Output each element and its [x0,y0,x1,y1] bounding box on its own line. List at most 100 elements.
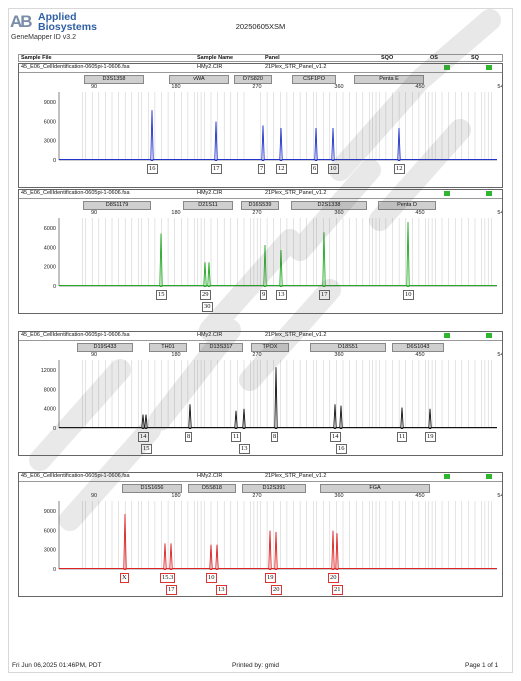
peak-marker [322,285,326,287]
marker-bin[interactable]: Penta E [354,75,424,84]
panel-name: 21Plex_STR_Panel_v1.2 [265,190,327,196]
marker-bin[interactable]: D2S1338 [291,201,367,210]
peak-marker [335,568,339,570]
y-tick-label: 9000 [44,509,56,515]
marker-bin[interactable]: TH01 [149,343,187,352]
marker-bin[interactable]: D19S433 [77,343,133,352]
sample-file-name[interactable]: 45_E06_CellIdentification-0605pi-1-0606.… [21,64,130,70]
x-tick-label: 270 [252,493,261,499]
marker-bin[interactable]: D13S317 [199,343,243,352]
x-tick-label: 540 [497,352,502,358]
allele-call-label[interactable]: 13 [216,585,227,595]
y-tick-label: 3000 [44,139,56,145]
allele-call-label[interactable]: 17 [211,164,222,174]
y-tick-label: 6000 [44,528,56,534]
marker-bin[interactable]: D12S391 [242,484,306,493]
x-tick-label: 90 [91,352,97,358]
allele-call-label[interactable]: 16 [336,444,347,454]
allele-call-label[interactable]: 15 [141,444,152,454]
allele-call-label[interactable]: 19 [265,573,276,583]
x-tick-label: 450 [415,493,424,499]
marker-bin[interactable]: D6S1043 [392,343,444,352]
allele-call-label[interactable]: 15 [156,290,167,300]
footer-page: Page 1 of 1 [465,662,499,669]
x-tick-label: 450 [415,84,424,90]
marker-bin[interactable]: TPOX [251,343,289,352]
marker-bin[interactable]: D18S51 [310,343,386,352]
peak-marker [263,285,267,287]
allele-call-label[interactable]: 21 [332,585,343,595]
x-tick-label: 360 [334,493,343,499]
marker-bin[interactable]: D8S1179 [83,201,151,210]
marker-bin[interactable]: vWA [169,75,229,84]
allele-call-label[interactable]: 16 [147,164,158,174]
panel-3: 45_E06_CellIdentification-0605pi-1-0606.… [18,331,503,456]
allele-call-label[interactable]: 9 [260,290,268,300]
peak-marker [242,427,246,429]
allele-call-label[interactable]: 14 [330,432,341,442]
logo-line-2: Biosystems [38,21,97,33]
allele-call-label[interactable]: 20 [328,573,339,583]
logo-mark: AB [10,12,33,31]
y-tick-label: 12000 [41,368,56,374]
sample-file-name[interactable]: 45_E06_CellIdentification-0605pi-1-0606.… [21,332,130,338]
sample-file-name[interactable]: 45_E06_CellIdentification-0605pi-1-0606.… [21,190,130,196]
allele-call-label[interactable]: 11 [397,432,408,442]
panel-info-row: 45_E06_CellIdentification-0605pi-1-0606.… [19,190,502,199]
peak-marker [428,427,432,429]
marker-bin[interactable]: Penta D [378,201,436,210]
allele-call-label[interactable]: 11 [231,432,242,442]
allele-call-label[interactable]: 30 [202,302,213,312]
allele-call-label[interactable]: 29 [200,290,211,300]
peak-marker [333,427,337,429]
allele-call-label[interactable]: 19 [425,432,436,442]
allele-call-label[interactable]: 15.3 [160,573,176,583]
marker-bin[interactable]: D3S1358 [84,75,144,84]
allele-call-label[interactable]: 12 [394,164,405,174]
allele-call-label[interactable]: 17 [166,585,177,595]
header-sample-file: Sample File [21,55,52,61]
y-tick-label: 9000 [44,100,56,106]
allele-call-label[interactable]: 6 [311,164,319,174]
allele-call-label[interactable]: 7 [258,164,266,174]
peak-marker [339,427,343,429]
peak-marker [150,159,154,161]
y-tick-label: 4000 [44,245,56,251]
peak-marker [279,159,283,161]
sample-file-name[interactable]: 45_E06_CellIdentification-0605pi-1-0606.… [21,473,130,479]
footer-printed-by: Printed by: gmid [232,662,279,669]
marker-bin[interactable]: D1S1656 [122,484,182,493]
panel-info-row: 45_E06_CellIdentification-0605pi-1-0606.… [19,473,502,482]
marker-bin[interactable]: D21S11 [183,201,233,210]
marker-bin[interactable]: FGA [320,484,430,493]
peak-marker [214,159,218,161]
peak-marker [331,159,335,161]
peak-marker [279,285,283,287]
marker-bin[interactable]: D7S820 [234,75,272,84]
allele-call-label[interactable]: 14 [138,432,149,442]
x-tick-label: 180 [171,493,180,499]
allele-call-label[interactable]: 13 [239,444,250,454]
peak-marker [234,427,238,429]
allele-call-label[interactable]: 13 [276,290,287,300]
allele-call-label[interactable]: 8 [271,432,279,442]
allele-call-label[interactable]: 17 [319,290,330,300]
marker-bin[interactable]: D5S818 [188,484,236,493]
allele-call-label[interactable]: 10 [328,164,339,174]
peak-marker [268,568,272,570]
marker-bin[interactable]: D16S539 [241,201,279,210]
allele-call-label[interactable]: 10 [206,573,217,583]
x-tick-label: 360 [334,84,343,90]
allele-call-label[interactable]: 10 [403,290,414,300]
allele-call-label[interactable]: 8 [185,432,193,442]
allele-call-label[interactable]: 12 [276,164,287,174]
x-tick-label: 270 [252,352,261,358]
marker-bin[interactable]: CSF1PO [292,75,336,84]
allele-call-label[interactable]: X [120,573,129,583]
allele-call-label[interactable]: 20 [271,585,282,595]
quality-flag-1 [444,65,450,70]
y-tick-label: 4000 [44,407,56,413]
panel-info-row: 45_E06_CellIdentification-0605pi-1-0606.… [19,64,502,73]
report-title: 20250605XSM [235,22,286,31]
x-tick-label: 450 [415,210,424,216]
